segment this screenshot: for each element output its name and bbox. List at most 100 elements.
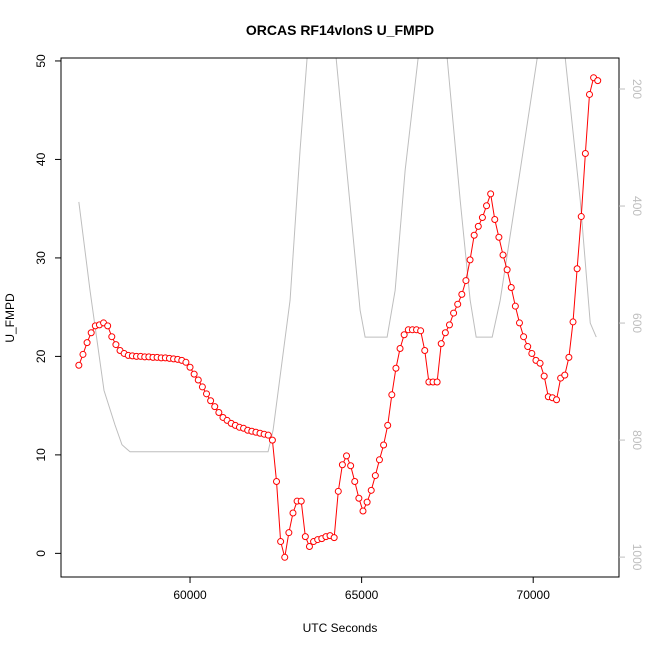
data-point: [585, 90, 593, 98]
data-point: [108, 333, 116, 341]
plot-frame: [60, 57, 620, 578]
data-point: [289, 509, 297, 517]
data-point: [75, 361, 83, 369]
data-point: [421, 346, 429, 354]
y2-tick-label: 400: [630, 196, 644, 216]
data-point: [305, 542, 313, 550]
data-point: [277, 538, 285, 546]
plot-area: [75, 58, 602, 561]
data-point: [203, 390, 211, 398]
y-tick-label: 30: [34, 251, 48, 265]
data-point: [268, 436, 276, 444]
data-point: [112, 341, 120, 349]
data-point: [371, 472, 379, 480]
y-axis-label: U_FMPD: [3, 293, 17, 343]
data-point: [380, 441, 388, 449]
series-line: [78, 76, 599, 558]
data-point: [347, 462, 355, 470]
y2-tick-label: 800: [630, 430, 644, 450]
data-point: [565, 353, 573, 361]
data-point: [215, 409, 223, 417]
data-point: [441, 329, 449, 337]
data-point: [499, 251, 507, 259]
data-point: [207, 397, 215, 405]
data-point: [330, 534, 338, 542]
y2-tick-label: 200: [630, 79, 644, 99]
data-point: [301, 533, 309, 541]
data-point: [540, 372, 548, 380]
chart-title: ORCAS RF14vlonS U_FMPD: [246, 22, 434, 38]
data-point: [594, 77, 602, 85]
data-point: [417, 327, 425, 335]
data-point: [491, 216, 499, 224]
x-tick-label: 60000: [173, 588, 207, 602]
data-point: [355, 494, 363, 502]
data-point: [281, 553, 289, 561]
x-tick-label: 65000: [345, 588, 379, 602]
data-point: [462, 277, 470, 285]
data-point: [454, 300, 462, 308]
data-point: [388, 391, 396, 399]
data-point: [392, 364, 400, 372]
data-point: [104, 322, 112, 330]
y-tick-label: 40: [34, 152, 48, 166]
data-point: [569, 318, 577, 326]
data-point: [338, 461, 346, 469]
data-point: [503, 266, 511, 274]
data-point: [182, 358, 190, 366]
x-axis-label: UTC Seconds: [303, 621, 378, 635]
data-point: [528, 349, 536, 357]
data-point: [520, 333, 528, 341]
data-point: [573, 265, 581, 273]
data-point: [400, 331, 408, 339]
data-point: [474, 222, 482, 230]
data-point: [396, 345, 404, 353]
x-tick-label: 70000: [517, 588, 551, 602]
data-point: [334, 487, 342, 495]
data-point: [561, 371, 569, 379]
y-tick-label: 0: [34, 550, 48, 557]
data-point: [384, 421, 392, 429]
data-point: [351, 477, 359, 485]
data-point: [483, 202, 491, 210]
data-point: [363, 498, 371, 506]
data-point: [458, 290, 466, 298]
data-point: [470, 231, 478, 239]
data-point: [87, 329, 95, 337]
data-point: [577, 213, 585, 221]
y-tick-label: 20: [34, 349, 48, 363]
data-point: [367, 486, 375, 494]
data-point: [487, 190, 495, 198]
data-point: [515, 319, 523, 327]
y-tick-label: 50: [34, 54, 48, 68]
data-point: [343, 452, 351, 460]
data-point: [553, 396, 561, 404]
data-point: [437, 340, 445, 348]
data-point: [297, 497, 305, 505]
data-point: [478, 214, 486, 222]
data-point: [375, 456, 383, 464]
data-point: [285, 529, 293, 537]
y-tick-label: 10: [34, 448, 48, 462]
data-point: [581, 150, 589, 158]
data-point: [198, 383, 206, 391]
data-point: [264, 431, 272, 439]
data-point: [507, 283, 515, 291]
data-point: [194, 376, 202, 384]
data-point: [190, 370, 198, 378]
data-point: [536, 359, 544, 367]
data-point: [433, 378, 441, 386]
data-point: [79, 350, 87, 358]
data-point: [495, 233, 503, 241]
data-point: [511, 302, 519, 310]
y2-tick-label: 600: [630, 313, 644, 333]
series-line: [78, 58, 597, 453]
data-point: [186, 363, 194, 371]
data-point: [83, 339, 91, 347]
data-point: [273, 477, 281, 485]
data-point: [524, 343, 532, 351]
data-point: [211, 403, 219, 411]
data-point: [466, 256, 474, 264]
data-point: [445, 321, 453, 329]
